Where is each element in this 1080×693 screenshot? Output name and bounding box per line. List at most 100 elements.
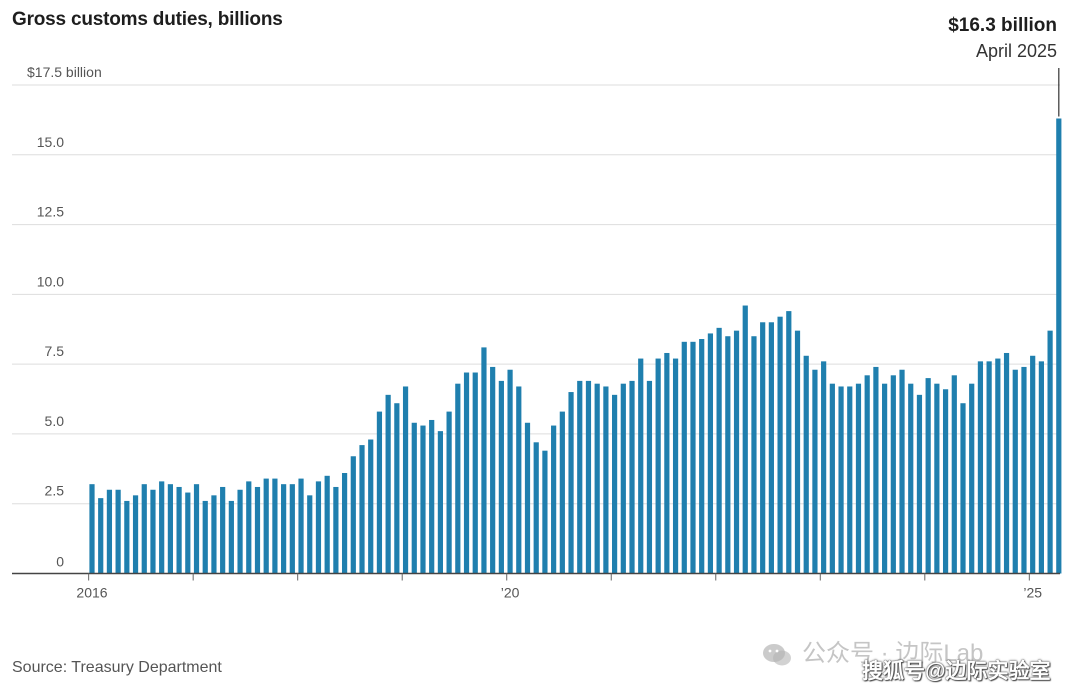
bar — [385, 394, 391, 574]
watermark-sohu: 搜狐号@边际实验室 — [862, 660, 1051, 683]
bar — [472, 372, 478, 574]
bar — [307, 495, 313, 574]
bar — [960, 403, 966, 574]
bar — [725, 336, 731, 574]
bar — [289, 484, 295, 574]
bar — [551, 425, 557, 574]
bar — [672, 358, 679, 574]
bar — [324, 475, 330, 574]
bar — [254, 486, 261, 574]
bar — [882, 383, 888, 574]
bar — [159, 481, 165, 574]
bar — [1021, 366, 1027, 574]
annotation-value: $16.3 billion — [948, 15, 1057, 36]
bar — [638, 358, 644, 574]
x-tick-label: ’25 — [1023, 585, 1042, 601]
bar — [559, 411, 565, 574]
bar — [977, 361, 984, 574]
bar — [803, 355, 809, 574]
bar — [908, 383, 914, 574]
bar — [176, 486, 182, 574]
bar — [429, 419, 435, 574]
bar — [263, 478, 269, 574]
bar — [594, 383, 600, 574]
bar — [681, 341, 687, 574]
bar — [481, 347, 487, 574]
bar — [707, 333, 714, 574]
bar — [1003, 352, 1010, 574]
bar — [124, 500, 130, 574]
bar — [612, 394, 618, 574]
bar — [699, 339, 705, 574]
bar — [490, 366, 496, 574]
bar — [690, 341, 696, 574]
bar — [568, 392, 574, 574]
chart-title: Gross customs duties, billions — [12, 9, 283, 30]
bar — [315, 481, 322, 574]
bar — [1056, 118, 1062, 574]
bar — [106, 489, 113, 574]
y-tick-label: 12.5 — [37, 204, 64, 220]
bar — [507, 369, 513, 574]
bar — [272, 478, 278, 574]
y-tick-label: $17.5 billion — [27, 64, 102, 80]
bar — [986, 361, 992, 574]
bar — [202, 500, 208, 574]
bar — [463, 372, 470, 574]
bar — [742, 305, 748, 574]
bar — [333, 486, 339, 574]
bar — [524, 422, 531, 574]
bar — [629, 380, 635, 574]
bar — [794, 330, 801, 574]
bar — [533, 442, 539, 574]
bar — [220, 486, 226, 574]
bar — [838, 386, 844, 574]
bar — [115, 489, 121, 574]
watermark-text: 公众号 · 边际Lab — [802, 640, 984, 667]
bar — [855, 383, 862, 574]
bar — [951, 375, 957, 574]
bar — [995, 358, 1001, 574]
annotation-date: April 2025 — [975, 41, 1057, 61]
bar — [899, 369, 905, 574]
bar — [98, 498, 104, 574]
bar — [402, 386, 409, 574]
bar — [716, 327, 722, 574]
bar — [298, 478, 304, 574]
bar — [394, 403, 400, 574]
bar — [1030, 355, 1036, 574]
bar — [211, 495, 217, 574]
bar — [359, 445, 365, 574]
y-tick-label: 0 — [56, 554, 64, 570]
watermark-wechat: 公众号 · 边际Lab — [762, 633, 983, 668]
y-tick-label: 7.5 — [45, 343, 65, 359]
bar — [777, 316, 783, 574]
wechat-icon — [763, 643, 791, 666]
source-note: Source: Treasury Department — [12, 659, 222, 676]
bar — [281, 484, 287, 574]
bar — [446, 411, 452, 574]
bar — [603, 386, 609, 574]
bar — [420, 425, 426, 574]
bar — [167, 484, 173, 574]
bar — [368, 439, 374, 574]
bar — [516, 386, 522, 574]
x-tick-label: ’20 — [501, 585, 520, 601]
x-tick-label: 2016 — [76, 585, 107, 601]
bar — [350, 456, 356, 574]
bar — [786, 311, 792, 574]
bar — [655, 358, 661, 574]
bar — [829, 383, 835, 574]
bar — [620, 383, 626, 574]
bar — [847, 386, 853, 574]
bar — [585, 380, 592, 574]
bar — [733, 330, 740, 574]
bar — [768, 322, 774, 574]
y-tick-label: 2.5 — [45, 483, 65, 499]
bar — [141, 484, 147, 574]
bar — [193, 484, 200, 574]
bar — [925, 378, 931, 574]
bar — [437, 431, 443, 574]
bar — [1038, 361, 1044, 574]
bar — [542, 450, 548, 574]
